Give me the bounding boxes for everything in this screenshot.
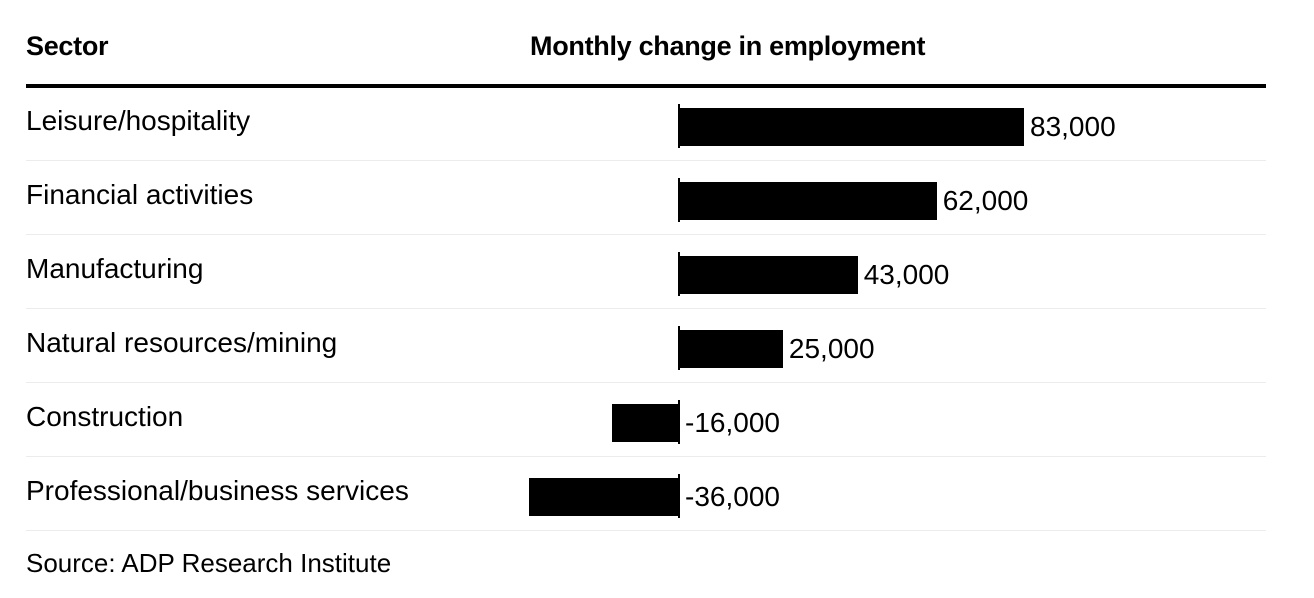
chart-row: Financial activities 62,000 [26,161,1266,235]
row-separator [26,382,1266,383]
chart-row: Manufacturing 43,000 [26,235,1266,309]
source-note: Source: ADP Research Institute [26,548,392,578]
value-label: -36,000 [685,481,780,512]
zero-baseline-tick [678,178,680,222]
chart-row: Leisure/hospitality 83,000 [26,87,1266,161]
chart-row: Natural resources/mining 25,000 [26,309,1266,383]
zero-baseline-tick [678,474,680,518]
zero-baseline-tick [678,400,680,444]
value-label: 62,000 [942,185,1029,216]
bar [612,404,679,442]
category-label: Professional/business services [26,475,409,506]
bar [679,182,937,220]
sector-column-header: Sector [26,31,109,61]
value-label: 83,000 [1030,111,1116,142]
zero-baseline-tick [678,104,680,148]
row-separator [26,160,1266,161]
category-label: Natural resources/mining [26,327,338,358]
row-separator [26,530,1266,531]
zero-baseline-tick [678,326,680,370]
row-separator [26,456,1266,457]
bar [679,108,1024,146]
value-label: 43,000 [863,259,950,290]
value-label: 25,000 [788,333,875,364]
row-separator [26,234,1266,235]
category-label: Leisure/hospitality [26,105,251,136]
bar [529,478,679,516]
zero-baseline-tick [678,252,680,296]
row-separator [26,308,1266,309]
chart-row: Construction -16,000 [26,383,1266,457]
category-label: Construction [26,401,184,432]
change-column-header: Monthly change in employment [530,31,926,61]
category-label: Financial activities [26,179,254,210]
chart-row: Professional/business services -36,000 [26,457,1266,531]
category-label: Manufacturing [26,253,204,284]
header-rule [26,84,1266,88]
value-label: -16,000 [685,407,780,438]
bar [679,256,858,294]
bar [679,330,783,368]
